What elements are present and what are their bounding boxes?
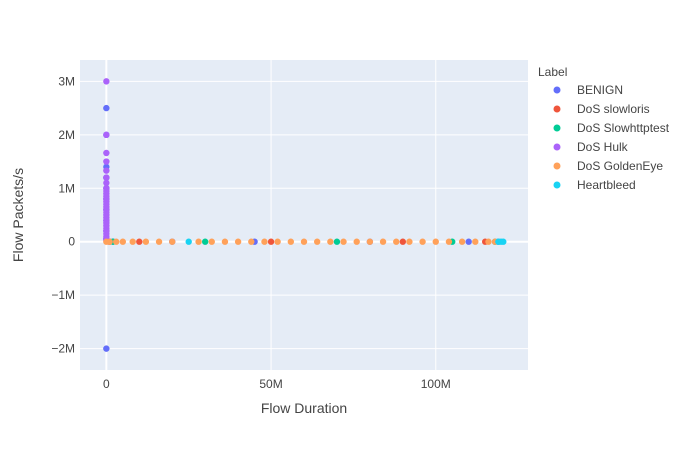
legend-label: DoS Hulk (577, 140, 629, 154)
data-point (103, 167, 110, 174)
data-point (472, 238, 479, 245)
data-point (155, 238, 163, 245)
data-point (340, 238, 347, 245)
data-point (399, 238, 407, 245)
legend-marker (553, 143, 561, 151)
x-tick-label: 50M (259, 377, 282, 391)
legend-item[interactable]: BENIGN (553, 83, 624, 97)
data-point (445, 238, 453, 245)
data-point (185, 238, 192, 245)
data-point (458, 238, 466, 245)
data-point (103, 149, 110, 157)
data-point (485, 238, 492, 245)
data-point (103, 158, 110, 165)
data-point (221, 238, 229, 245)
legend-item[interactable]: Heartbleed (553, 178, 636, 192)
data-point (419, 238, 426, 245)
y-tick-label: 3M (58, 74, 75, 88)
data-point (379, 238, 387, 245)
data-point (274, 238, 281, 245)
data-point (366, 238, 374, 245)
y-axis-title: Flow Packets/s (10, 168, 26, 262)
series-dos-hulk (103, 78, 110, 244)
data-point (248, 238, 255, 245)
data-point (500, 238, 507, 245)
data-point (103, 78, 110, 85)
data-point (103, 179, 110, 187)
data-point (261, 238, 268, 245)
data-point (129, 238, 136, 245)
legend-marker (553, 86, 561, 94)
y-tick-label: 0 (68, 235, 75, 249)
x-axis-title: Flow Duration (261, 400, 347, 416)
x-tick-label: 0 (103, 377, 110, 391)
legend-item[interactable]: DoS Hulk (553, 140, 629, 154)
y-tick-label: 1M (58, 181, 75, 195)
series-dos-goldeneye (103, 238, 499, 245)
data-point (465, 238, 472, 245)
y-tick-label: 2M (58, 128, 75, 142)
y-tick-label: −1M (51, 288, 75, 302)
data-point (106, 238, 113, 245)
data-point (103, 345, 110, 352)
legend-marker (553, 181, 561, 189)
data-point (393, 238, 400, 245)
x-tick-label: 100M (421, 377, 451, 391)
legend-marker (553, 162, 561, 170)
legend-label: DoS slowloris (577, 102, 650, 116)
data-point (113, 238, 120, 245)
legend-marker (553, 105, 561, 113)
data-point (142, 238, 150, 245)
data-point (333, 238, 341, 245)
data-point (353, 238, 360, 245)
data-point (169, 238, 176, 245)
legend-marker (553, 124, 561, 132)
data-point (103, 174, 110, 181)
legend-label: DoS GoldenEye (577, 159, 663, 173)
legend-label: Heartbleed (577, 178, 636, 192)
legend: BENIGN DoS slowloris DoS Slowhttptest DoS H… (553, 83, 670, 192)
data-point (208, 238, 215, 245)
data-point (432, 238, 439, 245)
data-point (287, 238, 295, 245)
y-tick-label: −2M (51, 342, 75, 356)
data-point (195, 238, 202, 245)
data-point (267, 238, 275, 245)
plot-area (80, 60, 528, 370)
data-point (103, 104, 110, 112)
legend-item[interactable]: DoS slowloris (553, 102, 650, 116)
legend-item[interactable]: DoS Slowhttptest (553, 121, 670, 135)
data-point (119, 238, 127, 245)
data-point (234, 238, 242, 245)
data-point (313, 238, 321, 245)
data-point (136, 238, 143, 245)
legend-label: DoS Slowhttptest (577, 121, 670, 135)
series-heartbleed (185, 238, 507, 245)
data-point (300, 238, 308, 245)
data-point (103, 131, 110, 139)
data-point (201, 238, 209, 245)
legend-item[interactable]: DoS GoldenEye (553, 159, 664, 173)
legend-label: BENIGN (577, 83, 623, 97)
data-point (327, 238, 334, 245)
legend-title: Label (538, 65, 567, 79)
data-point (406, 238, 413, 245)
